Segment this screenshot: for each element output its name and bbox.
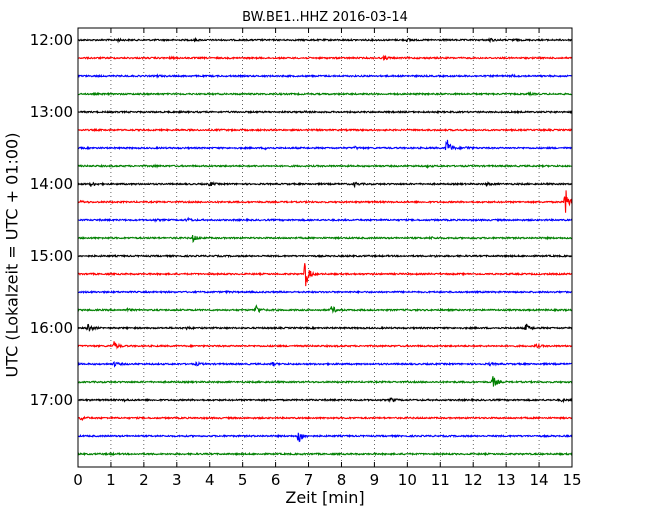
trace-1415 (77, 190, 573, 213)
trace-1630 (77, 360, 573, 368)
y-tick-label: 13:00 (30, 103, 73, 121)
trace-1330 (77, 139, 573, 151)
x-tick-label: 8 (337, 471, 347, 489)
plot-frame (77, 27, 573, 468)
trace-1230 (77, 73, 573, 79)
x-tick-label: 7 (304, 471, 314, 489)
y-tick-label: 14:00 (30, 175, 73, 193)
y-tick-label: 16:00 (30, 319, 73, 337)
trace-1745 (77, 451, 573, 457)
trace-1730 (77, 432, 573, 443)
x-tick-label: 15 (562, 471, 581, 489)
trace-1400 (77, 180, 573, 189)
trace-1315 (77, 127, 573, 133)
trace-1430 (77, 216, 573, 223)
x-tick-label: 13 (497, 471, 516, 489)
trace-1715 (77, 415, 573, 422)
trace-1545 (77, 304, 573, 314)
trace-1345 (77, 163, 573, 170)
trace-1530 (77, 289, 573, 295)
x-tick-label: 2 (139, 471, 149, 489)
x-tick-label: 6 (271, 471, 281, 489)
x-tick-label: 0 (73, 471, 83, 489)
x-tick-label: 11 (431, 471, 450, 489)
trace-1500 (77, 253, 573, 259)
chart-title: BW.BE1..HHZ 2016-03-14 (242, 10, 408, 25)
trace-1445 (77, 234, 573, 244)
trace-1300 (77, 109, 573, 115)
y-tick-label: 12:00 (30, 31, 73, 49)
x-tick-label: 1 (106, 471, 116, 489)
x-axis-label: Zeit [min] (285, 488, 365, 507)
trace-1615 (77, 341, 573, 350)
trace-1700 (77, 397, 573, 404)
y-tick-label: 15:00 (30, 247, 73, 265)
trace-1245 (77, 91, 573, 97)
y-axis-label: UTC (Lokalzeit = UTC + 01:00) (2, 132, 22, 378)
x-tick-label: 9 (370, 471, 380, 489)
x-tick-label: 14 (530, 471, 549, 489)
x-tick-label: 4 (205, 471, 215, 489)
x-tick-label: 5 (238, 471, 248, 489)
x-tick-label: 3 (172, 471, 182, 489)
x-tick-label: 10 (398, 471, 417, 489)
x-tick-label: 12 (464, 471, 483, 489)
trace-1200 (77, 36, 573, 44)
y-tick-label: 17:00 (30, 391, 73, 409)
trace-1645 (77, 376, 573, 387)
plot-area (78, 28, 572, 467)
trace-1515 (77, 263, 573, 287)
trace-1215 (77, 54, 573, 61)
trace-1600 (77, 323, 573, 332)
